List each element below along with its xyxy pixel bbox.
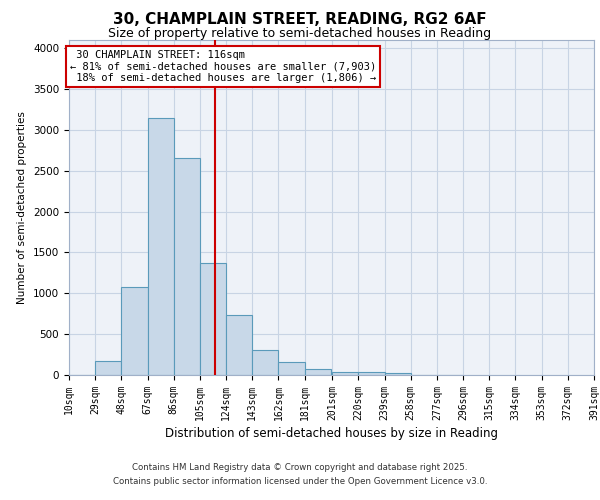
Bar bbox=[358, 372, 385, 375]
Text: Size of property relative to semi-detached houses in Reading: Size of property relative to semi-detach… bbox=[109, 28, 491, 40]
Bar bbox=[226, 314, 252, 375]
Text: Contains HM Land Registry data © Crown copyright and database right 2025.: Contains HM Land Registry data © Crown c… bbox=[132, 464, 468, 472]
Bar bbox=[332, 372, 358, 375]
Text: Contains public sector information licensed under the Open Government Licence v3: Contains public sector information licen… bbox=[113, 477, 487, 486]
Bar bbox=[200, 263, 226, 375]
Bar bbox=[148, 118, 174, 375]
X-axis label: Distribution of semi-detached houses by size in Reading: Distribution of semi-detached houses by … bbox=[165, 427, 498, 440]
Bar bbox=[252, 350, 278, 375]
Bar bbox=[95, 361, 121, 375]
Bar bbox=[385, 374, 411, 375]
Bar bbox=[305, 370, 331, 375]
Text: 30, CHAMPLAIN STREET, READING, RG2 6AF: 30, CHAMPLAIN STREET, READING, RG2 6AF bbox=[113, 12, 487, 28]
Bar bbox=[278, 362, 305, 375]
Bar bbox=[174, 158, 200, 375]
Y-axis label: Number of semi-detached properties: Number of semi-detached properties bbox=[17, 111, 28, 304]
Bar bbox=[121, 287, 148, 375]
Text: 30 CHAMPLAIN STREET: 116sqm
← 81% of semi-detached houses are smaller (7,903)
 1: 30 CHAMPLAIN STREET: 116sqm ← 81% of sem… bbox=[70, 50, 376, 83]
